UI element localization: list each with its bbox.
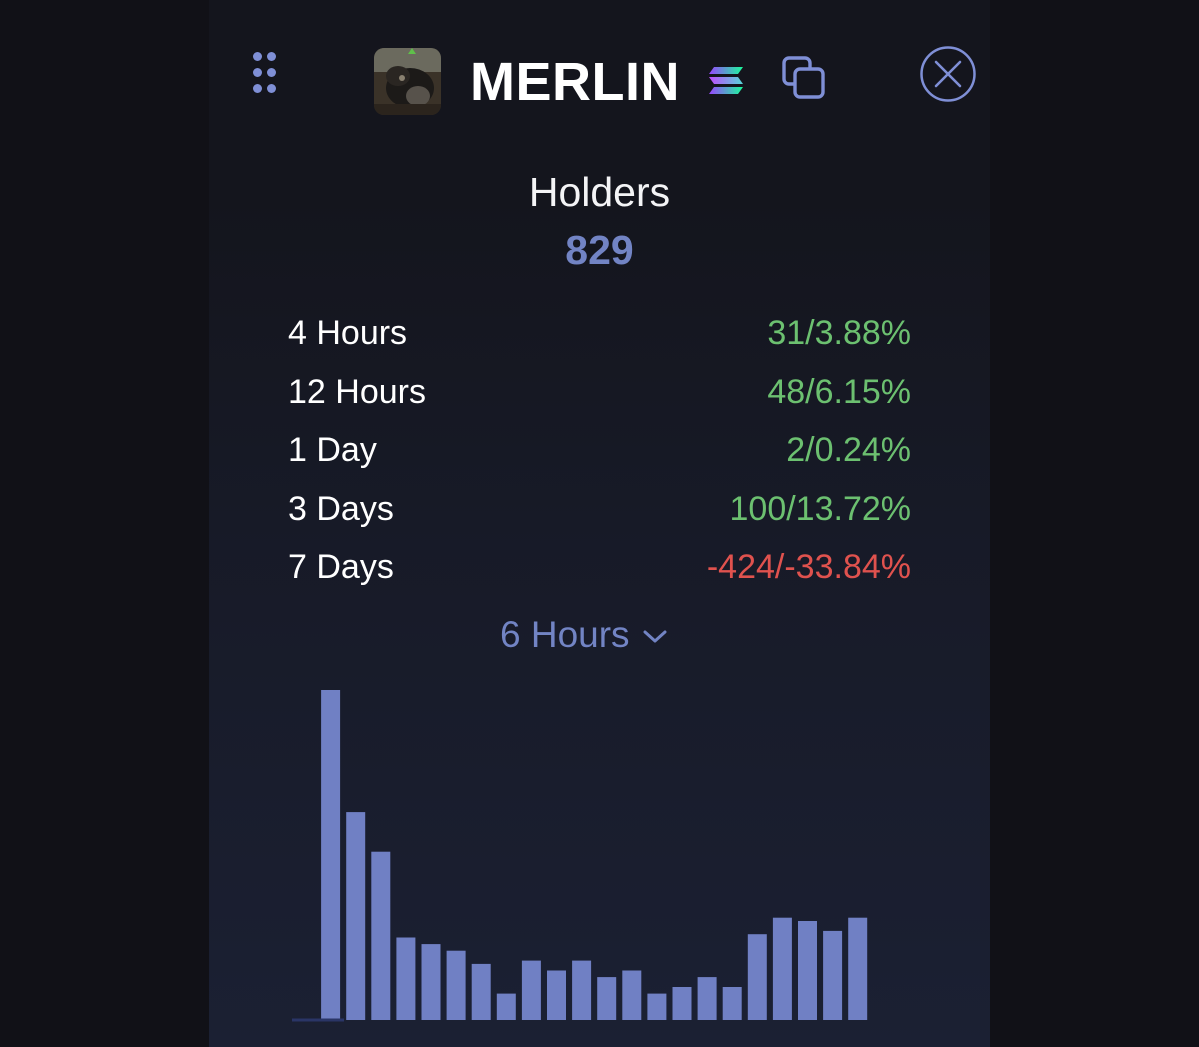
chart-bar: [471, 963, 491, 1020]
drag-handle-icon[interactable]: [252, 52, 280, 96]
token-avatar-image: [374, 48, 441, 115]
chart-bar: [572, 960, 592, 1020]
chart-bar: [446, 950, 466, 1020]
holder-change-list: 4 Hours 31/3.88% 12 Hours 48/6.15% 1 Day…: [288, 305, 911, 598]
chart-bar: [547, 970, 566, 1020]
chart-bar: [823, 930, 843, 1020]
chart-bar: [321, 690, 341, 1020]
holders-bar-chart: [292, 690, 868, 1022]
chart-bar: [521, 960, 541, 1020]
interval-selected-label: 6 Hours: [500, 614, 630, 655]
stat-label: 4 Hours: [288, 314, 408, 352]
chart-bar: [697, 977, 717, 1020]
stat-label: 12 Hours: [288, 372, 426, 411]
close-icon[interactable]: [919, 45, 977, 103]
drag-dot: [267, 84, 276, 93]
chart-bar: [747, 934, 767, 1020]
stat-value: 2/0.24%: [786, 431, 911, 469]
chart-bar: [622, 970, 642, 1020]
chart-bar: [421, 944, 441, 1020]
chart-bar: [722, 987, 742, 1020]
stat-row-7-days: 7 Days -424/-33.84%: [288, 539, 911, 598]
holders-count: 829: [565, 227, 634, 273]
interval-dropdown[interactable]: 6 Hours: [500, 612, 668, 658]
stat-label: 1 Day: [288, 431, 377, 469]
solana-icon: [708, 66, 744, 96]
drag-dot: [267, 68, 276, 77]
chart-bar: [772, 917, 792, 1020]
copy-icon[interactable]: [781, 55, 827, 101]
drag-dot: [253, 84, 262, 93]
chart-bar: [346, 812, 366, 1020]
stat-value: 31/3.88%: [767, 314, 911, 352]
stat-value: 48/6.15%: [767, 372, 911, 411]
stat-row-3-days: 3 Days 100/13.72%: [288, 481, 911, 540]
stat-label: 7 Days: [288, 548, 394, 586]
chart-bar: [798, 921, 817, 1020]
chart-bar: [672, 987, 692, 1020]
chart-bar: [597, 977, 617, 1020]
holders-title: Holders: [528, 169, 671, 215]
chart-bar: [396, 937, 416, 1020]
drag-dot: [267, 52, 276, 61]
chart-bar: [371, 851, 391, 1020]
stat-value: -424/-33.84%: [706, 548, 911, 586]
token-name: MERLIN: [470, 52, 680, 112]
drag-dot: [253, 52, 262, 61]
stat-value: 100/13.72%: [729, 489, 912, 528]
stat-row-12-hours: 12 Hours 48/6.15%: [288, 364, 911, 423]
stat-row-4-hours: 4 Hours 31/3.88%: [288, 305, 911, 364]
chart-bar: [647, 993, 667, 1020]
chevron-down-icon: [643, 630, 667, 643]
stat-row-1-day: 1 Day 2/0.24%: [288, 422, 911, 481]
stat-label: 3 Days: [288, 489, 394, 528]
chart-bar: [848, 917, 868, 1020]
drag-dot: [253, 68, 262, 77]
chart-bar: [496, 993, 516, 1020]
